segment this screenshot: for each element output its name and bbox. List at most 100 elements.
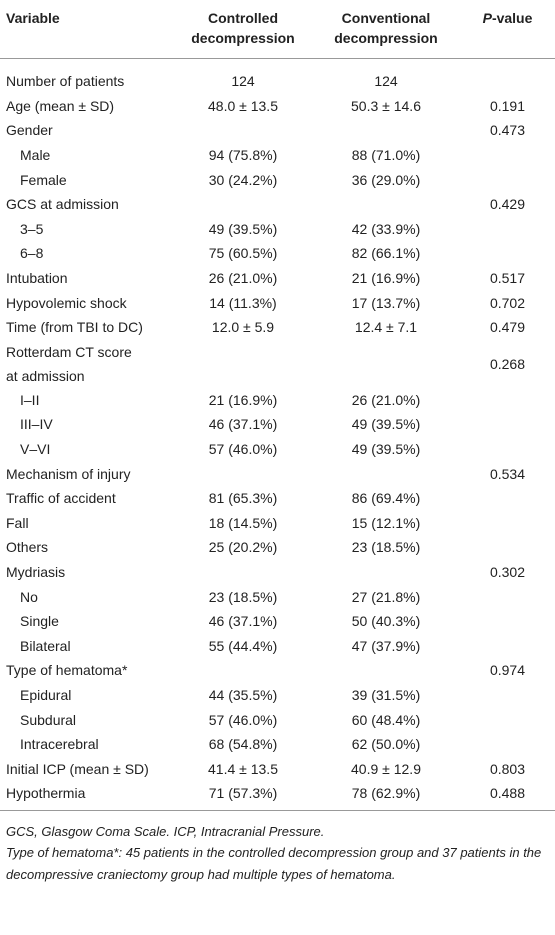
cell: 0.534: [460, 461, 555, 486]
cell: Others: [0, 535, 174, 560]
cell-text: 82 (66.1%): [351, 245, 421, 262]
cell: 46 (37.1%): [174, 412, 312, 437]
cell: 0.473: [460, 118, 555, 143]
sub-row: No 23 (18.5%) 27 (21.8%): [0, 584, 555, 609]
cell-text: Hypothermia: [6, 785, 86, 802]
cell: [460, 707, 555, 732]
cell-text: 21 (16.9%): [351, 270, 421, 287]
cell: Mechanism of injury: [0, 461, 174, 486]
footnotes: GCS, Glasgow Coma Scale. ICP, Intracrani…: [0, 811, 555, 886]
cell: Subdural: [0, 707, 174, 732]
header-cell: Conventional decompression: [312, 0, 460, 59]
row: Mydriasis 0.302: [0, 560, 555, 585]
cell-text: 14 (11.3%): [209, 294, 277, 311]
cell: Female: [0, 167, 174, 192]
sub-row: V–VI 57 (46.0%) 49 (39.5%): [0, 437, 555, 462]
cell-text: Mechanism of injury: [6, 465, 131, 482]
cell: 49 (39.5%): [174, 217, 312, 242]
cell: [312, 658, 460, 683]
cell: 62 (50.0%): [312, 732, 460, 757]
cell: [460, 609, 555, 634]
cell: 0.268: [460, 340, 555, 388]
cell: [312, 118, 460, 143]
cell-text: 41.4 ± 13.5: [208, 760, 278, 777]
cell: [174, 560, 312, 585]
cell: 3–5: [0, 217, 174, 242]
cell: [174, 192, 312, 217]
cell-text: 44 (35.5%): [208, 686, 278, 703]
cell-text: 0.191: [489, 97, 526, 114]
cell-text: Epidural: [20, 686, 72, 703]
cell-text: 60 (48.4%): [351, 711, 421, 728]
sub-row: 6–8 75 (60.5%) 82 (66.1%): [0, 241, 555, 266]
cell: Intubation: [0, 266, 174, 291]
row: Intubation 26 (21.0%) 21 (16.9%) 0.517: [0, 266, 555, 291]
cell: [460, 535, 555, 560]
cell: 0.702: [460, 290, 555, 315]
row: Time (from TBI to DC) 12.0 ± 5.9 12.4 ± 7.…: [0, 315, 555, 340]
cell: Mydriasis: [0, 560, 174, 585]
cell-text: 88 (71.0%): [351, 147, 421, 164]
cell-text: Intracerebral: [20, 736, 99, 753]
cell: V–VI: [0, 437, 174, 462]
cell-text: Others: [6, 539, 49, 556]
cell: 0.488: [460, 781, 555, 811]
table-header: Variable Controlled decompression Conven…: [0, 0, 555, 59]
cell-text: 23 (18.5%): [208, 588, 278, 605]
cell-text: 27 (21.8%): [351, 588, 421, 605]
cell: [460, 732, 555, 757]
cell-text: Initial ICP (mean ± SD): [6, 760, 149, 777]
cell-text: 46 (37.1%): [208, 613, 278, 630]
cell: 12.4 ± 7.1: [312, 315, 460, 340]
row: Rotterdam CT score at admission 0.268: [0, 340, 555, 388]
cell-text: 68 (54.8%): [208, 736, 278, 753]
cell-text: V–VI: [20, 441, 51, 458]
cell: 57 (46.0%): [174, 707, 312, 732]
cell-text: Subdural: [20, 711, 77, 728]
cell-text: III–IV: [20, 416, 53, 433]
sub-row: Female 30 (24.2%) 36 (29.0%): [0, 167, 555, 192]
cell: 6–8: [0, 241, 174, 266]
cell: [174, 340, 312, 388]
cell: [312, 560, 460, 585]
cell-text: 78 (62.9%): [351, 785, 421, 802]
cell: 0.191: [460, 94, 555, 119]
cell-text: Single: [20, 613, 59, 630]
cell-text: 0.803: [489, 760, 526, 777]
header-cell: Variable: [0, 0, 174, 59]
footnote: GCS, Glasgow Coma Scale. ICP, Intracrani…: [6, 823, 325, 839]
cell: [460, 486, 555, 511]
row: Traffic of accident 81 (65.3%) 86 (69.4%): [0, 486, 555, 511]
cell-text: 49 (39.5%): [208, 220, 278, 237]
cell-text: I–II: [20, 391, 40, 408]
cell: 26 (21.0%): [312, 388, 460, 413]
cell: Rotterdam CT score at admission: [0, 340, 174, 388]
cell: [312, 461, 460, 486]
cell-text: Time (from TBI to DC): [6, 319, 143, 336]
cell: 0.803: [460, 756, 555, 781]
cell: [460, 584, 555, 609]
sub-row: III–IV 46 (37.1%) 49 (39.5%): [0, 412, 555, 437]
cell-text: 0.473: [489, 122, 526, 139]
cell-text: 23 (18.5%): [351, 539, 421, 556]
cell: 47 (37.9%): [312, 633, 460, 658]
sub-row: 3–5 49 (39.5%) 42 (33.9%): [0, 217, 555, 242]
cell-text: 124: [374, 73, 398, 90]
cell: Number of patients: [0, 59, 174, 94]
cell-text: 21 (16.9%): [208, 391, 278, 408]
cell: 75 (60.5%): [174, 241, 312, 266]
cell: 15 (12.1%): [312, 511, 460, 536]
cell: 81 (65.3%): [174, 486, 312, 511]
sub-row: Bilateral 55 (44.4%) 47 (37.9%): [0, 633, 555, 658]
cell: GCS at admission: [0, 192, 174, 217]
cell-text: Type of hematoma*: [6, 662, 128, 679]
cell: [460, 241, 555, 266]
cell: 88 (71.0%): [312, 143, 460, 168]
cell-text: 0.268: [489, 355, 526, 372]
cell: 50.3 ± 14.6: [312, 94, 460, 119]
cell: 25 (20.2%): [174, 535, 312, 560]
cell: 57 (46.0%): [174, 437, 312, 462]
cell: 39 (31.5%): [312, 683, 460, 708]
cell: 23 (18.5%): [174, 584, 312, 609]
cell-text: 42 (33.9%): [351, 220, 421, 237]
